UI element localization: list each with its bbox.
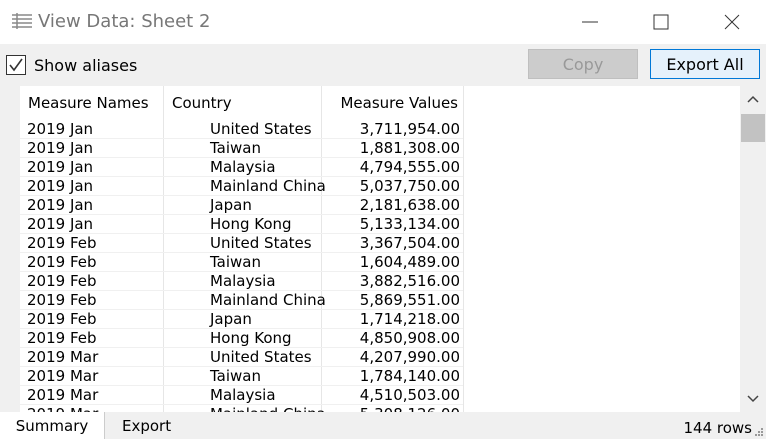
column-header[interactable]: Measure Names xyxy=(28,94,149,112)
tab-summary[interactable]: Summary xyxy=(0,412,105,439)
cell-country: Japan xyxy=(210,196,252,214)
row-separator xyxy=(20,214,463,215)
checkbox-label[interactable]: Show aliases xyxy=(34,56,138,75)
cell-measure-value: 5,869,551.00 xyxy=(359,291,460,309)
row-separator xyxy=(20,404,463,405)
cell-country: United States xyxy=(210,234,312,252)
copy-button[interactable]: Copy xyxy=(528,49,638,79)
cell-measure-name: 2019 Mar xyxy=(27,386,99,404)
cell-measure-name: 2019 Mar xyxy=(27,367,99,385)
window-title: View Data: Sheet 2 xyxy=(38,11,211,32)
tab-export[interactable]: Export xyxy=(122,417,172,435)
column-header[interactable]: Measure Values xyxy=(340,94,458,112)
row-separator xyxy=(20,176,463,177)
row-separator xyxy=(20,233,463,234)
column-divider xyxy=(463,86,464,412)
cell-measure-name: 2019 Jan xyxy=(27,139,94,157)
cell-country: Mainland China xyxy=(210,291,326,309)
cell-country: Japan xyxy=(210,310,252,328)
row-separator xyxy=(20,347,463,348)
cell-measure-value: 2,181,638.00 xyxy=(359,196,460,214)
row-separator xyxy=(20,290,463,291)
cell-country: Taiwan xyxy=(210,367,262,385)
cell-measure-value: 5,133,134.00 xyxy=(359,215,460,233)
cell-measure-name: 2019 Feb xyxy=(27,291,97,309)
status-bar: Summary Export 144 rows xyxy=(0,412,766,439)
table-icon xyxy=(12,13,32,29)
cell-measure-value: 4,850,908.00 xyxy=(359,329,460,347)
cell-measure-name: 2019 Jan xyxy=(27,177,94,195)
checkbox[interactable] xyxy=(6,55,26,75)
row-separator xyxy=(20,195,463,196)
scrollbar[interactable] xyxy=(740,86,766,412)
cell-country: Mainland China xyxy=(210,177,326,195)
cell-measure-value: 1,881,308.00 xyxy=(359,139,460,157)
cell-measure-value: 1,714,218.00 xyxy=(359,310,460,328)
row-gutter xyxy=(0,86,20,412)
row-separator xyxy=(20,366,463,367)
cell-country: United States xyxy=(210,120,312,138)
cell-country: Taiwan xyxy=(210,139,262,157)
cell-measure-name: 2019 Mar xyxy=(27,405,98,412)
cell-measure-value: 5,037,750.00 xyxy=(359,177,460,195)
column-header[interactable]: Country xyxy=(172,94,232,112)
cell-country: Malaysia xyxy=(210,158,276,176)
row-count: 144 rows xyxy=(683,419,753,437)
cell-country: Hong Kong xyxy=(210,215,292,233)
row-separator xyxy=(20,271,463,272)
cell-measure-value: 5,308,126.00 xyxy=(360,405,460,412)
column-divider xyxy=(163,86,164,412)
cell-country: Hong Kong xyxy=(210,329,292,347)
cell-measure-value: 4,794,555.00 xyxy=(359,158,460,176)
cell-measure-name: 2019 Jan xyxy=(27,158,94,176)
column-divider xyxy=(321,86,322,412)
resize-grip xyxy=(755,428,763,436)
cell-measure-name: 2019 Feb xyxy=(27,329,97,347)
row-separator xyxy=(20,309,463,310)
cell-country: Malaysia xyxy=(210,386,276,404)
cell-measure-value: 4,510,503.00 xyxy=(359,386,460,404)
window-controls[interactable] xyxy=(580,12,750,32)
cell-measure-name: 2019 Jan xyxy=(27,196,94,214)
data-grid: Measure Names Country Measure Values 201… xyxy=(0,86,740,412)
cell-measure-name: 2019 Feb xyxy=(27,310,97,328)
cell-measure-value: 4,207,990.00 xyxy=(359,348,460,366)
cell-measure-value: 3,711,954.00 xyxy=(359,120,460,138)
cell-measure-value: 3,367,504.00 xyxy=(359,234,460,252)
cell-measure-name: 2019 Mar xyxy=(27,348,99,366)
cell-measure-name: 2019 Feb xyxy=(27,272,97,290)
row-separator xyxy=(20,328,463,329)
row-separator xyxy=(20,385,463,386)
cell-country: Mainland China xyxy=(210,405,326,412)
row-separator xyxy=(20,252,463,253)
cell-measure-name: 2019 Jan xyxy=(27,215,94,233)
cell-country: Taiwan xyxy=(210,253,262,271)
scrollbar-graphics xyxy=(741,95,765,403)
cell-measure-name: 2019 Jan xyxy=(27,120,94,138)
cell-measure-value: 1,604,489.00 xyxy=(359,253,460,271)
cell-country: United States xyxy=(210,348,312,366)
export-all-button[interactable]: Export All xyxy=(650,49,760,79)
row-separator xyxy=(20,157,463,158)
row-separator xyxy=(20,138,463,139)
toolbar: Show aliases Copy Export All xyxy=(0,44,766,86)
cell-measure-value: 3,882,516.00 xyxy=(359,272,460,290)
cell-measure-value: 1,784,140.00 xyxy=(359,367,460,385)
cell-measure-name: 2019 Feb xyxy=(27,253,97,271)
title-bar: View Data: Sheet 2 xyxy=(0,0,766,44)
cell-measure-name: 2019 Feb xyxy=(27,234,97,252)
cell-country: Malaysia xyxy=(210,272,276,290)
